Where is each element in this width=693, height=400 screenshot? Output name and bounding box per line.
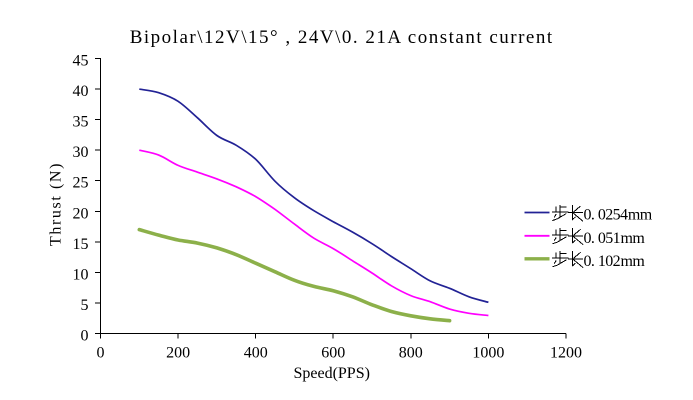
svg-text:0.0254mm: 0. 0254mm	[584, 207, 653, 224]
svg-text:0.051mm: 0. 051mm	[584, 230, 646, 247]
svg-text:Thrust (N): Thrust (N)	[48, 162, 65, 246]
svg-text:400: 400	[244, 345, 268, 362]
svg-text:0: 0	[81, 328, 89, 345]
svg-text:25: 25	[73, 175, 89, 192]
svg-text:0.102mm: 0. 102mm	[584, 253, 646, 270]
svg-text:0: 0	[97, 345, 105, 362]
svg-text:800: 800	[399, 345, 423, 362]
svg-text:40: 40	[73, 83, 89, 100]
svg-text:1000: 1000	[472, 345, 504, 362]
svg-text:20: 20	[73, 205, 89, 222]
svg-text:1200: 1200	[550, 345, 582, 362]
svg-text:35: 35	[73, 114, 89, 131]
svg-text:45: 45	[73, 53, 89, 70]
svg-text:15: 15	[73, 236, 89, 253]
svg-text:5: 5	[81, 297, 89, 314]
svg-text:Bipolar\12V\15° , 24V\0. 21A c: Bipolar\12V\15° , 24V\0. 21A constant cu…	[130, 27, 554, 48]
svg-text:600: 600	[321, 345, 345, 362]
svg-text:10: 10	[73, 266, 89, 283]
svg-text:Speed(PPS): Speed(PPS)	[293, 365, 369, 382]
svg-text:30: 30	[73, 144, 89, 161]
svg-text:200: 200	[166, 345, 190, 362]
